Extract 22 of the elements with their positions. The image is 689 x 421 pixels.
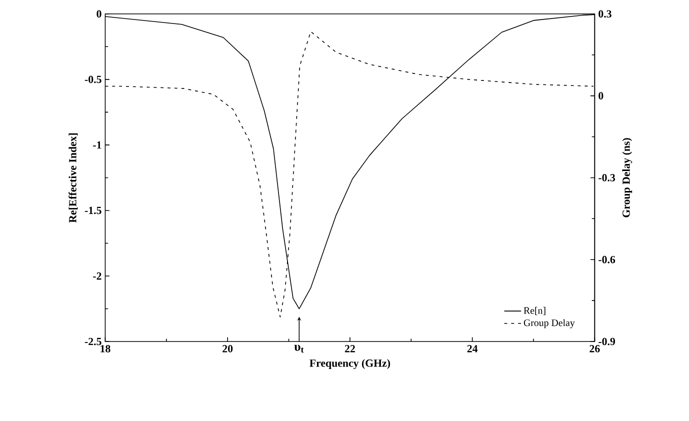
x-tick-label: 26 (590, 345, 600, 352)
x-tick-label: 20 (222, 345, 233, 352)
y-tick-label: -1.5 (84, 206, 102, 214)
y2-tick-label: -0.6 (598, 256, 616, 264)
y-tick-label: -0.5 (84, 76, 102, 84)
x-tick-label: 24 (467, 345, 478, 352)
y-tick-label: -2 (93, 272, 102, 280)
y-tick-label: -2.5 (84, 338, 102, 346)
y2-tick-label: 0 (598, 92, 604, 100)
y-tick-label: -1 (93, 141, 102, 149)
y2-tick-label: 0.3 (598, 10, 612, 18)
legend-label: Re[n] (524, 306, 546, 316)
annotation: υ$_{t}$ (294, 344, 304, 353)
x-tick-label: 18 (100, 345, 110, 352)
x-tick-label: 22 (344, 345, 355, 352)
y-axis-title: Re[Effective Index] (68, 133, 78, 223)
y-tick-label: 0 (96, 10, 102, 18)
legend-label: Group Delay (524, 319, 575, 328)
y2-tick-label: -0.9 (598, 338, 616, 346)
y2-tick-label: -0.3 (598, 174, 616, 182)
x-axis-title: Frequency (GHz) (310, 359, 390, 370)
y2-axis-title: Group Delay (ns) (622, 138, 632, 218)
